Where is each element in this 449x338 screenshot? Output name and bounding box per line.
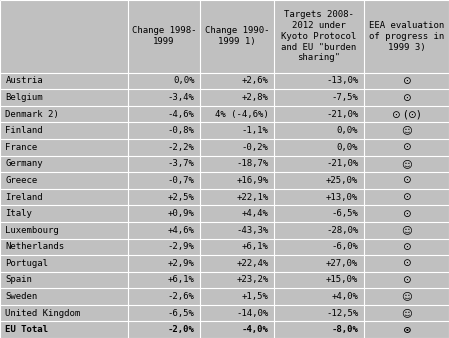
Text: -13,0%: -13,0% bbox=[326, 76, 358, 86]
Text: Greece: Greece bbox=[5, 176, 38, 185]
Text: Belgium: Belgium bbox=[5, 93, 43, 102]
Text: -2,9%: -2,9% bbox=[167, 242, 194, 251]
Text: ⊙: ⊙ bbox=[402, 209, 411, 219]
Text: +1,5%: +1,5% bbox=[242, 292, 269, 301]
Text: +25,0%: +25,0% bbox=[326, 176, 358, 185]
Text: Portugal: Portugal bbox=[5, 259, 48, 268]
Text: Change 1990-
1999 1): Change 1990- 1999 1) bbox=[205, 26, 269, 46]
Text: +27,0%: +27,0% bbox=[326, 259, 358, 268]
Text: EEA evaluation
of progress in
1999 3): EEA evaluation of progress in 1999 3) bbox=[369, 21, 444, 52]
Text: ⊙: ⊙ bbox=[402, 175, 411, 186]
Text: Luxembourg: Luxembourg bbox=[5, 226, 59, 235]
Text: ☺: ☺ bbox=[401, 292, 412, 301]
Text: -4,6%: -4,6% bbox=[167, 110, 194, 119]
Text: Spain: Spain bbox=[5, 275, 32, 285]
Text: ⊙: ⊙ bbox=[402, 242, 411, 252]
Text: -6,5%: -6,5% bbox=[331, 209, 358, 218]
Text: -0,8%: -0,8% bbox=[167, 126, 194, 135]
Text: Change 1998-
1999: Change 1998- 1999 bbox=[132, 26, 196, 46]
Text: -12,5%: -12,5% bbox=[326, 309, 358, 318]
Text: ☺: ☺ bbox=[401, 308, 412, 318]
Text: -4,0%: -4,0% bbox=[242, 325, 269, 334]
Text: -43,3%: -43,3% bbox=[236, 226, 269, 235]
Text: EU Total: EU Total bbox=[5, 325, 48, 334]
Text: +22,4%: +22,4% bbox=[236, 259, 269, 268]
Text: ⊙: ⊙ bbox=[402, 325, 411, 335]
Text: Italy: Italy bbox=[5, 209, 32, 218]
Text: +23,2%: +23,2% bbox=[236, 275, 269, 285]
Text: +2,6%: +2,6% bbox=[242, 76, 269, 86]
Text: ⊙: ⊙ bbox=[402, 142, 411, 152]
Text: -1,1%: -1,1% bbox=[242, 126, 269, 135]
Text: +2,8%: +2,8% bbox=[242, 93, 269, 102]
Text: ☺: ☺ bbox=[401, 126, 412, 136]
Text: -2,6%: -2,6% bbox=[167, 292, 194, 301]
Text: ⊙: ⊙ bbox=[402, 258, 411, 268]
Text: ⊙: ⊙ bbox=[402, 275, 411, 285]
Text: France: France bbox=[5, 143, 38, 152]
Text: Finland: Finland bbox=[5, 126, 43, 135]
Text: +16,9%: +16,9% bbox=[236, 176, 269, 185]
Text: -2,0%: -2,0% bbox=[167, 325, 194, 334]
Text: +6,1%: +6,1% bbox=[167, 275, 194, 285]
Text: Ireland: Ireland bbox=[5, 193, 43, 201]
Text: 4% (-4,6%): 4% (-4,6%) bbox=[215, 110, 269, 119]
Text: United Kingdom: United Kingdom bbox=[5, 309, 81, 318]
Text: -21,0%: -21,0% bbox=[326, 160, 358, 168]
Text: -6,5%: -6,5% bbox=[167, 309, 194, 318]
Text: +13,0%: +13,0% bbox=[326, 193, 358, 201]
Text: Austria: Austria bbox=[5, 76, 43, 86]
Text: +2,9%: +2,9% bbox=[167, 259, 194, 268]
Text: +4,4%: +4,4% bbox=[242, 209, 269, 218]
Text: ⊙: ⊙ bbox=[402, 93, 411, 102]
Text: -3,4%: -3,4% bbox=[167, 93, 194, 102]
Text: Denmark 2): Denmark 2) bbox=[5, 110, 59, 119]
Text: Sweden: Sweden bbox=[5, 292, 38, 301]
Text: ⊙: ⊙ bbox=[402, 76, 411, 86]
Text: ☺: ☺ bbox=[401, 225, 412, 235]
Text: -0,7%: -0,7% bbox=[167, 176, 194, 185]
Text: -3,7%: -3,7% bbox=[167, 160, 194, 168]
Text: -21,0%: -21,0% bbox=[326, 110, 358, 119]
Text: +22,1%: +22,1% bbox=[236, 193, 269, 201]
Text: -0,2%: -0,2% bbox=[242, 143, 269, 152]
Text: -6,0%: -6,0% bbox=[331, 242, 358, 251]
Text: -18,7%: -18,7% bbox=[236, 160, 269, 168]
Text: Targets 2008-
2012 under
Kyoto Protocol
and EU "burden
sharing": Targets 2008- 2012 under Kyoto Protocol … bbox=[281, 10, 357, 62]
Text: +6,1%: +6,1% bbox=[242, 242, 269, 251]
Text: Germany: Germany bbox=[5, 160, 43, 168]
Text: -14,0%: -14,0% bbox=[236, 309, 269, 318]
Text: -8,0%: -8,0% bbox=[331, 325, 358, 334]
Text: +2,5%: +2,5% bbox=[167, 193, 194, 201]
Text: 0,0%: 0,0% bbox=[337, 126, 358, 135]
Text: -2,2%: -2,2% bbox=[167, 143, 194, 152]
Text: +15,0%: +15,0% bbox=[326, 275, 358, 285]
Text: 0,0%: 0,0% bbox=[337, 143, 358, 152]
Text: ⊙: ⊙ bbox=[402, 192, 411, 202]
Text: Netherlands: Netherlands bbox=[5, 242, 65, 251]
Text: -28,0%: -28,0% bbox=[326, 226, 358, 235]
Text: ☺: ☺ bbox=[401, 159, 412, 169]
Text: 0,0%: 0,0% bbox=[173, 76, 194, 86]
Text: +4,6%: +4,6% bbox=[167, 226, 194, 235]
Text: +4,0%: +4,0% bbox=[331, 292, 358, 301]
Text: ⊙ (⊙): ⊙ (⊙) bbox=[392, 109, 421, 119]
Text: +0,9%: +0,9% bbox=[167, 209, 194, 218]
Text: -7,5%: -7,5% bbox=[331, 93, 358, 102]
